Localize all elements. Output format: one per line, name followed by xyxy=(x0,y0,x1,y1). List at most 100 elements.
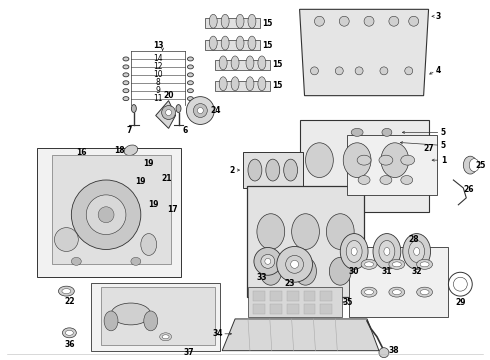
Bar xyxy=(101,287,215,345)
Text: 24: 24 xyxy=(210,106,221,115)
Ellipse shape xyxy=(144,311,158,331)
Ellipse shape xyxy=(294,257,317,285)
Ellipse shape xyxy=(329,257,351,285)
Text: 15: 15 xyxy=(263,19,273,28)
Circle shape xyxy=(355,67,363,75)
Circle shape xyxy=(98,207,114,223)
Text: 19: 19 xyxy=(144,159,154,168)
Text: 23: 23 xyxy=(284,279,295,288)
Text: 15: 15 xyxy=(272,60,283,69)
Text: 25: 25 xyxy=(475,161,486,170)
Ellipse shape xyxy=(403,234,431,269)
Text: 37: 37 xyxy=(183,348,194,357)
Text: 38: 38 xyxy=(389,346,399,355)
Text: 18: 18 xyxy=(114,146,124,155)
Ellipse shape xyxy=(257,214,285,249)
Ellipse shape xyxy=(176,105,181,113)
Ellipse shape xyxy=(382,129,392,136)
Ellipse shape xyxy=(416,260,433,269)
Text: 1: 1 xyxy=(441,156,446,165)
Circle shape xyxy=(152,168,166,182)
Polygon shape xyxy=(299,9,429,96)
Text: 16: 16 xyxy=(76,148,87,157)
Ellipse shape xyxy=(209,14,217,28)
Ellipse shape xyxy=(373,234,401,269)
Ellipse shape xyxy=(188,89,194,93)
Circle shape xyxy=(389,16,399,26)
Bar xyxy=(215,81,270,91)
Text: 29: 29 xyxy=(455,298,466,307)
Ellipse shape xyxy=(246,56,254,70)
Text: 19: 19 xyxy=(136,177,146,186)
Text: 30: 30 xyxy=(349,267,359,276)
Ellipse shape xyxy=(358,176,370,184)
Circle shape xyxy=(254,247,282,275)
Circle shape xyxy=(379,348,389,357)
Bar xyxy=(91,283,220,351)
Ellipse shape xyxy=(326,214,354,249)
Circle shape xyxy=(72,180,141,249)
Ellipse shape xyxy=(62,328,76,338)
Bar xyxy=(248,287,342,317)
Ellipse shape xyxy=(361,260,377,269)
Circle shape xyxy=(156,172,162,178)
Ellipse shape xyxy=(248,36,256,50)
Text: 7: 7 xyxy=(126,126,132,135)
Bar xyxy=(247,186,364,297)
Ellipse shape xyxy=(123,81,129,85)
Ellipse shape xyxy=(65,330,74,335)
Ellipse shape xyxy=(292,214,319,249)
Circle shape xyxy=(311,67,319,75)
Ellipse shape xyxy=(340,234,368,269)
Ellipse shape xyxy=(258,77,266,91)
Text: 35: 35 xyxy=(342,298,352,307)
Circle shape xyxy=(286,255,303,273)
Ellipse shape xyxy=(365,262,373,267)
Text: 31: 31 xyxy=(382,267,392,276)
Ellipse shape xyxy=(72,257,81,265)
Ellipse shape xyxy=(231,56,239,70)
Bar xyxy=(37,148,180,277)
Ellipse shape xyxy=(420,262,429,267)
Ellipse shape xyxy=(123,65,129,69)
Text: 19: 19 xyxy=(148,200,159,209)
Ellipse shape xyxy=(219,56,227,70)
Bar xyxy=(253,304,265,314)
Ellipse shape xyxy=(123,96,129,100)
Ellipse shape xyxy=(416,287,433,297)
Circle shape xyxy=(380,67,388,75)
Text: 20: 20 xyxy=(163,91,174,100)
Bar xyxy=(347,135,437,195)
Text: 15: 15 xyxy=(272,81,283,90)
Ellipse shape xyxy=(62,289,71,294)
Ellipse shape xyxy=(346,240,362,262)
Ellipse shape xyxy=(389,287,405,297)
Ellipse shape xyxy=(236,14,244,28)
Bar xyxy=(303,304,316,314)
Ellipse shape xyxy=(381,143,409,177)
Text: 13: 13 xyxy=(153,41,164,50)
Ellipse shape xyxy=(221,14,229,28)
Circle shape xyxy=(194,104,207,117)
Ellipse shape xyxy=(343,143,371,177)
Ellipse shape xyxy=(248,14,256,28)
Text: 5: 5 xyxy=(441,141,446,150)
Ellipse shape xyxy=(188,57,194,61)
Text: 36: 36 xyxy=(64,340,74,349)
Text: 27: 27 xyxy=(423,144,434,153)
Bar xyxy=(51,155,171,264)
Ellipse shape xyxy=(231,77,239,91)
Circle shape xyxy=(277,247,313,282)
Circle shape xyxy=(197,108,203,113)
Polygon shape xyxy=(222,319,379,351)
Ellipse shape xyxy=(124,145,138,156)
Ellipse shape xyxy=(401,176,413,184)
Ellipse shape xyxy=(246,77,254,91)
Bar xyxy=(253,291,265,301)
Ellipse shape xyxy=(260,257,282,285)
Circle shape xyxy=(54,228,78,251)
Ellipse shape xyxy=(188,65,194,69)
Ellipse shape xyxy=(131,257,141,265)
Bar xyxy=(299,121,429,212)
Circle shape xyxy=(166,109,171,116)
